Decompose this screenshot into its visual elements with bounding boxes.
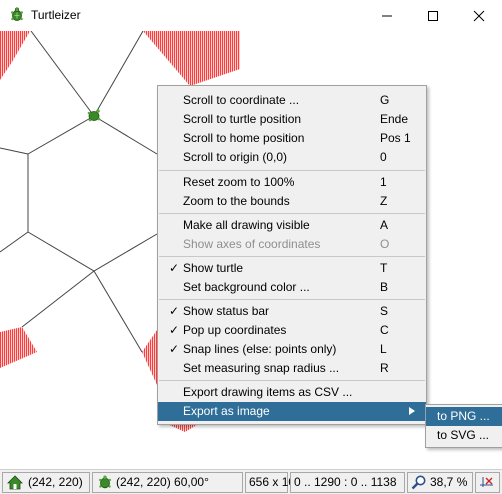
menu-item-show-turtle[interactable]: ✓ Show turtle T bbox=[158, 259, 426, 278]
menu-item-label: Scroll to origin (0,0) bbox=[183, 150, 288, 164]
menu-item-label: Scroll to home position bbox=[183, 131, 305, 145]
maximize-button[interactable] bbox=[410, 0, 456, 31]
axes-icon bbox=[480, 477, 493, 487]
turtle-coordinates: (242, 220) 60,00° bbox=[116, 475, 209, 489]
menu-item-make-all-drawing-visible[interactable]: Make all drawing visible A bbox=[158, 216, 426, 235]
close-button[interactable] bbox=[456, 0, 502, 31]
menu-item-shortcut: C bbox=[380, 323, 389, 337]
submenu-arrow-icon bbox=[409, 407, 415, 415]
minimize-button[interactable] bbox=[364, 0, 410, 31]
menu-item-set-measuring-snap-radius[interactable]: Set measuring snap radius ... R bbox=[158, 359, 426, 378]
status-turtle-position: (242, 220) 60,00° bbox=[92, 472, 243, 493]
menu-item-shortcut: Z bbox=[380, 194, 388, 208]
menu-item-label: Pop up coordinates bbox=[183, 323, 287, 337]
filled-region bbox=[142, 330, 157, 385]
home-coordinates: (242, 220) bbox=[28, 475, 83, 489]
menu-item-label: to PNG ... bbox=[437, 409, 490, 423]
menu-item-to-png[interactable]: to PNG ... bbox=[426, 407, 502, 426]
check-mark-icon: ✓ bbox=[169, 342, 180, 356]
status-zoom[interactable]: 38,7 % bbox=[407, 472, 473, 493]
export-image-submenu: to PNG ... to SVG ... bbox=[425, 404, 502, 448]
filled-region bbox=[143, 31, 240, 86]
menu-item-shortcut: B bbox=[380, 280, 389, 294]
filled-region bbox=[0, 31, 30, 80]
check-mark-icon: ✓ bbox=[169, 323, 180, 337]
menu-item-label: Scroll to coordinate ... bbox=[183, 93, 300, 107]
menu-item-shortcut: R bbox=[380, 361, 389, 375]
turtle-sprite bbox=[87, 109, 101, 122]
turtle-icon bbox=[99, 475, 111, 489]
bounds-text: 0 .. 1290 : 0 .. 1138 bbox=[294, 475, 397, 489]
menu-item-shortcut: A bbox=[380, 218, 389, 232]
drawing-lines bbox=[0, 31, 158, 353]
title-bar: Turtleizer bbox=[0, 0, 502, 32]
status-bar: (242, 220) (242, 220) 60,00° 656 x 1037 … bbox=[0, 469, 502, 494]
menu-item-label: Show status bar bbox=[183, 304, 270, 318]
menu-item-zoom-to-the-bounds[interactable]: Zoom to the bounds Z bbox=[158, 192, 426, 211]
check-mark-icon: ✓ bbox=[169, 261, 180, 275]
zoom-text: 38,7 % bbox=[430, 475, 468, 489]
menu-item-label: Export drawing items as CSV ... bbox=[183, 385, 353, 399]
menu-separator bbox=[159, 380, 425, 381]
check-mark-icon: ✓ bbox=[169, 304, 180, 318]
menu-item-scroll-to-coordinate[interactable]: Scroll to coordinate ... G bbox=[158, 91, 426, 110]
menu-item-snap-lines-else-points-only[interactable]: ✓ Snap lines (else: points only) L bbox=[158, 340, 426, 359]
menu-item-to-svg[interactable]: to SVG ... bbox=[426, 426, 502, 445]
menu-item-export-as-image[interactable]: Export as image bbox=[158, 402, 426, 421]
menu-item-label: Set background color ... bbox=[183, 280, 310, 294]
menu-item-scroll-to-origin-0-0[interactable]: Scroll to origin (0,0) 0 bbox=[158, 148, 426, 167]
menu-item-shortcut: Ende bbox=[380, 112, 409, 126]
menu-item-show-axes-of-coordinates: Show axes of coordinates O bbox=[158, 235, 426, 254]
menu-item-label: Show turtle bbox=[183, 261, 244, 275]
menu-item-label: Make all drawing visible bbox=[183, 218, 310, 232]
menu-separator bbox=[159, 213, 425, 214]
menu-item-label: Reset zoom to 100% bbox=[183, 175, 295, 189]
menu-item-scroll-to-turtle-position[interactable]: Scroll to turtle position Ende bbox=[158, 110, 426, 129]
menu-item-scroll-to-home-position[interactable]: Scroll to home position Pos 1 bbox=[158, 129, 426, 148]
status-axes-toggle[interactable] bbox=[475, 472, 500, 493]
menu-separator bbox=[159, 170, 425, 171]
window-title: Turtleizer bbox=[31, 8, 81, 22]
magnifier-icon bbox=[411, 475, 426, 490]
menu-item-shortcut: 0 bbox=[380, 150, 387, 164]
status-bounds: 0 .. 1290 : 0 .. 1138 bbox=[290, 472, 405, 493]
menu-item-shortcut: L bbox=[380, 342, 387, 356]
status-home-position: (242, 220) bbox=[2, 472, 90, 493]
home-icon bbox=[7, 475, 23, 490]
menu-item-shortcut: G bbox=[380, 93, 390, 107]
menu-item-label: Export as image bbox=[183, 404, 270, 418]
menu-item-shortcut: O bbox=[380, 237, 390, 251]
menu-item-label: Set measuring snap radius ... bbox=[183, 361, 340, 375]
menu-separator bbox=[159, 256, 425, 257]
menu-item-export-drawing-items-as-csv[interactable]: Export drawing items as CSV ... bbox=[158, 383, 426, 402]
turtle-icon bbox=[11, 7, 23, 21]
context-menu: Scroll to coordinate ... G Scroll to turtl… bbox=[157, 85, 427, 425]
menu-item-pop-up-coordinates[interactable]: ✓ Pop up coordinates C bbox=[158, 321, 426, 340]
menu-item-label: Snap lines (else: points only) bbox=[183, 342, 337, 356]
minimize-icon bbox=[382, 15, 392, 17]
menu-item-set-background-color[interactable]: Set background color ... B bbox=[158, 278, 426, 297]
close-icon bbox=[473, 10, 485, 22]
filled-region bbox=[165, 423, 200, 432]
menu-item-label: Zoom to the bounds bbox=[183, 194, 290, 208]
turtle-drawing bbox=[0, 31, 240, 432]
menu-item-shortcut: S bbox=[380, 304, 389, 318]
menu-item-label: to SVG ... bbox=[437, 428, 490, 442]
menu-item-label: Show axes of coordinates bbox=[183, 237, 321, 251]
menu-item-shortcut: Pos 1 bbox=[380, 131, 411, 145]
status-drawing-size: 656 x 1037 bbox=[245, 472, 308, 493]
menu-item-show-status-bar[interactable]: ✓ Show status bar S bbox=[158, 302, 426, 321]
menu-item-label: Scroll to turtle position bbox=[183, 112, 302, 126]
menu-item-shortcut: 1 bbox=[380, 175, 387, 189]
filled-region bbox=[0, 327, 37, 368]
maximize-icon bbox=[428, 11, 438, 21]
menu-separator bbox=[159, 299, 425, 300]
menu-item-shortcut: T bbox=[380, 261, 388, 275]
menu-item-reset-zoom-to-100[interactable]: Reset zoom to 100% 1 bbox=[158, 173, 426, 192]
